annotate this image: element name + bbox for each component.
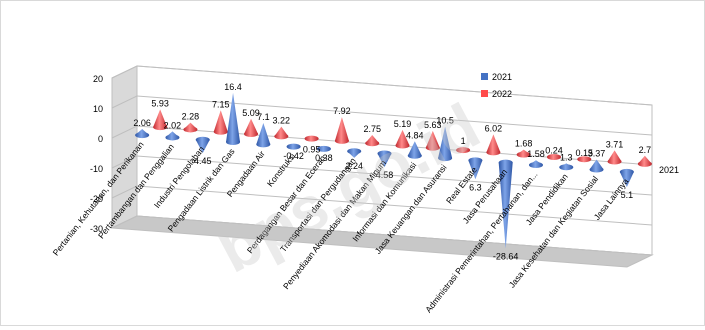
gridline [136, 155, 653, 196]
cone-mark [377, 150, 392, 168]
cone-mark [498, 159, 513, 249]
data-label-2021: 2.06 [133, 118, 151, 128]
data-label-2022: 3.22 [273, 116, 291, 126]
data-label-2022: 5.09 [242, 108, 260, 118]
data-label-2021: 2.24 [345, 161, 363, 171]
data-label-2021: 3.37 [588, 148, 606, 158]
cone-mark [347, 148, 362, 158]
cone-mark [334, 117, 349, 144]
data-label-2022: 3.71 [606, 139, 624, 149]
cone-mark [304, 135, 319, 142]
data-label-2022: 5.63 [424, 120, 442, 130]
data-label-2021: 16.4 [224, 82, 242, 92]
data-label-2021: 4.45 [194, 156, 212, 166]
cone-mark [365, 134, 380, 147]
data-label-2022: 2.75 [363, 124, 381, 134]
y-tick-label: -10 [90, 164, 103, 174]
gridline-side [111, 215, 138, 229]
data-label-2022: 0.24 [545, 145, 563, 155]
data-label-2021: 4.84 [406, 130, 424, 140]
cone-mark [528, 160, 543, 168]
gridline [136, 95, 653, 136]
cone-mark [516, 149, 531, 158]
data-label-2022: 0.15 [575, 148, 593, 158]
data-label-2022: 7.15 [212, 99, 230, 109]
gridline-side [111, 155, 138, 169]
gridline [136, 185, 653, 226]
data-label-2021: 1.58 [527, 149, 545, 159]
data-label-2022: 5.19 [394, 119, 412, 129]
cone-mark [546, 153, 561, 160]
gridline-side [111, 95, 138, 109]
data-label-2021: 0.38 [315, 153, 333, 163]
gridline-side [111, 125, 138, 139]
gridline-side [111, 65, 138, 79]
cone-mark [226, 92, 241, 146]
data-label-2022: 2.7 [639, 145, 652, 155]
cone-mark [637, 155, 652, 167]
data-label-2022: 0.95 [303, 144, 321, 154]
cone-mark [559, 163, 574, 171]
legend-swatch [481, 90, 488, 97]
cone-mark [316, 145, 331, 152]
data-label-2022: 7.92 [333, 106, 351, 116]
cone-mark [468, 157, 483, 180]
cone-mark [213, 110, 228, 135]
data-label-2022: 1.68 [515, 139, 533, 149]
y-tick-label: 0 [98, 134, 103, 144]
data-label-2021: 5.1 [621, 190, 634, 200]
data-label-2021: 1.3 [560, 152, 573, 162]
y-tick-label: -30 [90, 224, 103, 234]
y-tick-label: 20 [93, 74, 103, 84]
y-tick-label: 10 [93, 104, 103, 114]
cone-mark [256, 123, 271, 148]
cone-mark [244, 118, 259, 138]
data-label-2021: -28.64 [493, 252, 519, 262]
y-tick-label: -20 [90, 194, 103, 204]
data-label-2021: 7.1 [257, 112, 270, 122]
gridline-side [111, 185, 138, 199]
cone-mark [607, 150, 622, 165]
cone-mark [486, 134, 501, 156]
cone-mark [135, 128, 150, 139]
cone-mark [274, 126, 289, 140]
data-label-2022: 5.93 [151, 98, 169, 108]
cone-mark [438, 126, 453, 162]
data-label-2022: 2.28 [182, 112, 200, 122]
depth-axis-label: 2021 [659, 165, 679, 175]
cone-mark [407, 141, 422, 159]
data-label-2021: -0.42 [283, 151, 304, 161]
cone-mark [425, 130, 440, 151]
cone-mark [395, 129, 410, 149]
cone-mark [195, 136, 210, 154]
cone-mark [286, 143, 301, 150]
cone-mark [589, 159, 604, 173]
gridline [136, 215, 653, 256]
cone-mark [165, 131, 180, 141]
legend-label: 2022 [492, 89, 512, 99]
cone-mark [183, 122, 198, 133]
cone-chart: 20 10 0 -10 -20 -30 5.932.06 2.282.02 7.15 4.45 5… [51, 65, 679, 314]
cone-mark [456, 147, 471, 154]
cone-mark [619, 168, 634, 188]
legend-swatch [481, 73, 488, 80]
data-label-2022: 1 [461, 136, 466, 146]
data-label-2021: 2.02 [164, 120, 182, 130]
legend-label: 2021 [492, 72, 512, 82]
cone-mark [577, 156, 592, 163]
data-label-2022: 6.02 [485, 123, 503, 133]
data-label-2021: 6.3 [469, 182, 482, 192]
cone-mark [153, 109, 168, 131]
data-label-2021: 10.5 [436, 116, 454, 126]
gridline [136, 65, 653, 106]
data-label-2021: 4.58 [376, 170, 394, 180]
